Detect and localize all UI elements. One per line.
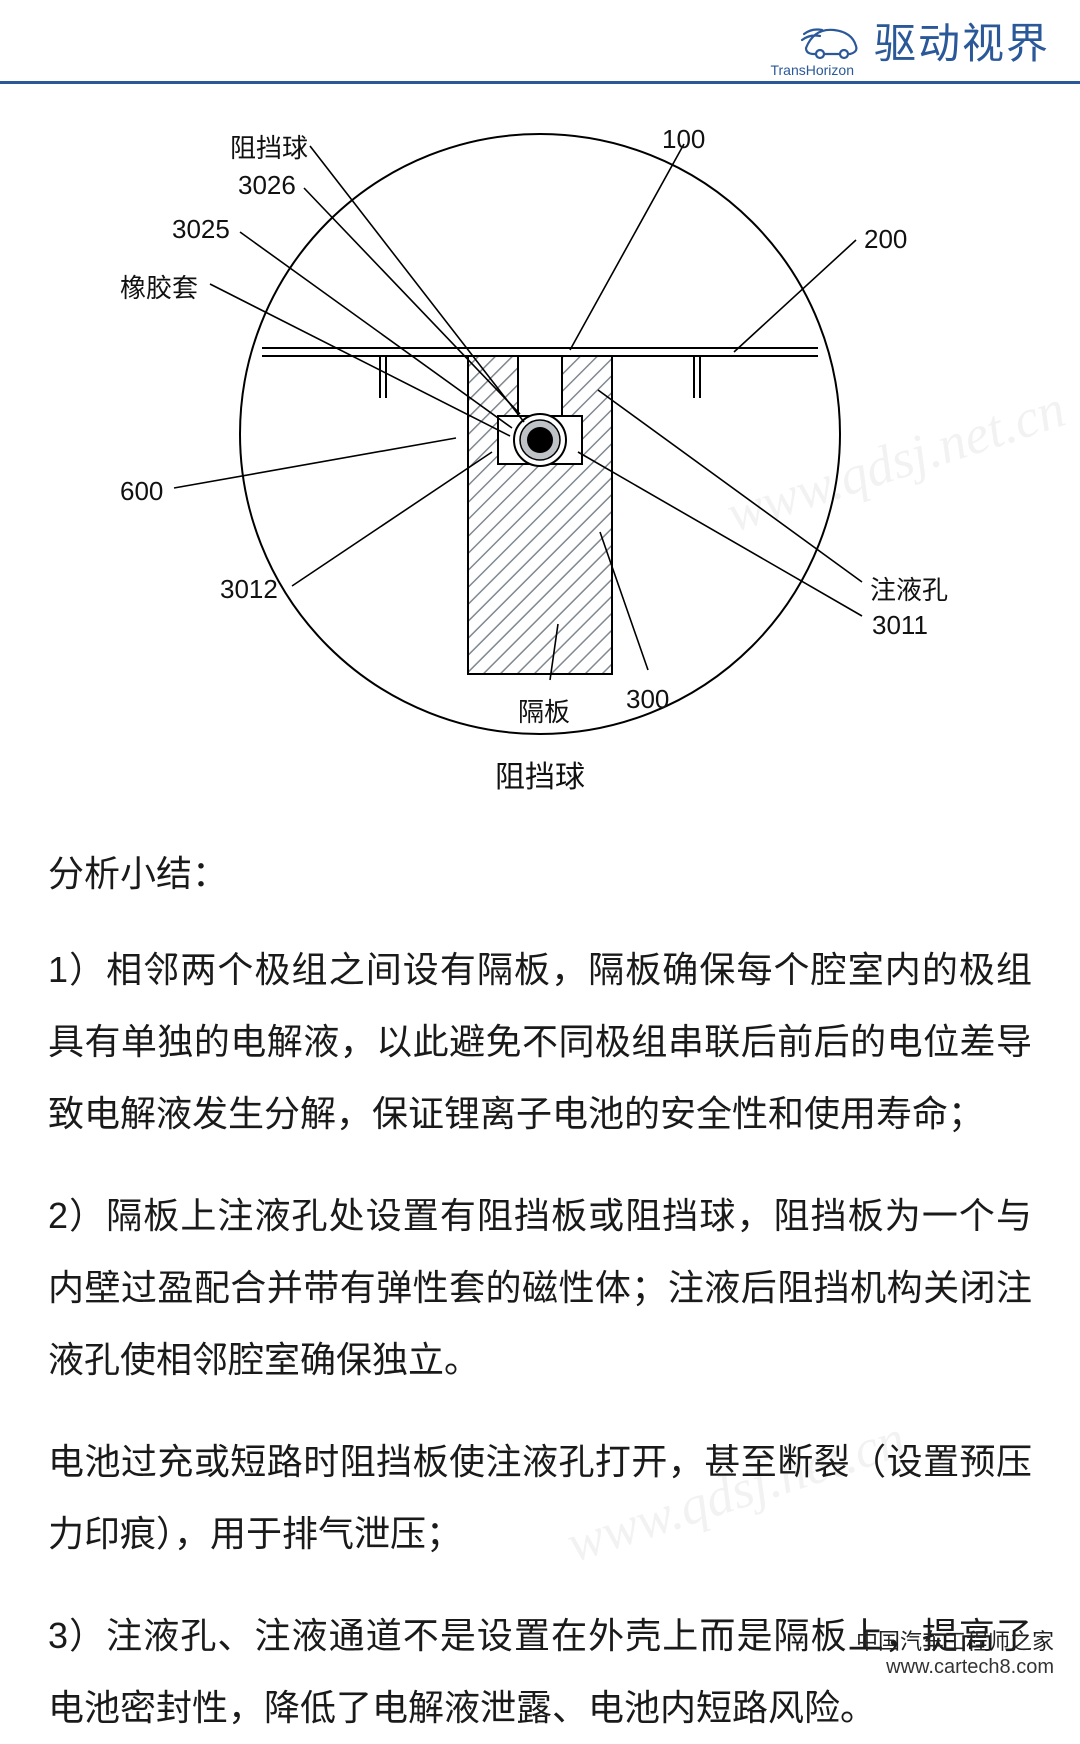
diagram-label: 600 (120, 476, 163, 507)
brand-logo-icon (800, 20, 862, 62)
diagram-label: 橡胶套 (120, 268, 198, 305)
diagram-label: 隔板 (518, 692, 570, 729)
diagram-label: 300 (626, 684, 669, 715)
analysis-body: 分析小结： 1）相邻两个极组之间设有隔板，隔板确保每个腔室内的极组具有单独的电解… (0, 796, 1080, 1744)
diagram-label: 3012 (220, 574, 278, 605)
brand-name-en: TransHorizon (770, 62, 854, 78)
analysis-paragraph: 1）相邻两个极组之间设有隔板，隔板确保每个腔室内的极组具有单独的电解液，以此避免… (48, 934, 1032, 1150)
technical-diagram: 阻挡球 3026 3025 橡胶套 600 3012 隔板 300 3011注液孔 200 100 (0, 104, 1080, 744)
diagram-label: 阻挡球 (230, 128, 308, 165)
diagram-label: 注液孔 (870, 570, 948, 607)
page-footer: 中国汽车工程师之家 www.cartech8.com (856, 1624, 1054, 1679)
brand-name-cn: 驱动视界 (874, 10, 1050, 71)
analysis-paragraph: 电池过充或短路时阻挡板使注液孔打开，甚至断裂（设置预压力印痕），用于排气泄压； (48, 1426, 1032, 1570)
diagram-label: 200 (864, 224, 907, 255)
section-title: 分析小结： (48, 840, 1032, 908)
diagram-caption: 阻挡球 (0, 752, 1080, 796)
diagram-label: 3026 (238, 170, 296, 201)
page-header: 驱动视界 TransHorizon (0, 0, 1080, 84)
footer-source-cn: 中国汽车工程师之家 (856, 1624, 1054, 1656)
diagram-label: 3011 (872, 610, 928, 641)
diagram-label: 100 (662, 124, 705, 155)
diagram-label: 3025 (172, 214, 230, 245)
analysis-paragraph: 2）隔板上注液孔处设置有阻挡板或阻挡球，阻挡板为一个与内壁过盈配合并带有弹性套的… (48, 1180, 1032, 1396)
footer-source-url: www.cartech8.com (856, 1656, 1054, 1679)
